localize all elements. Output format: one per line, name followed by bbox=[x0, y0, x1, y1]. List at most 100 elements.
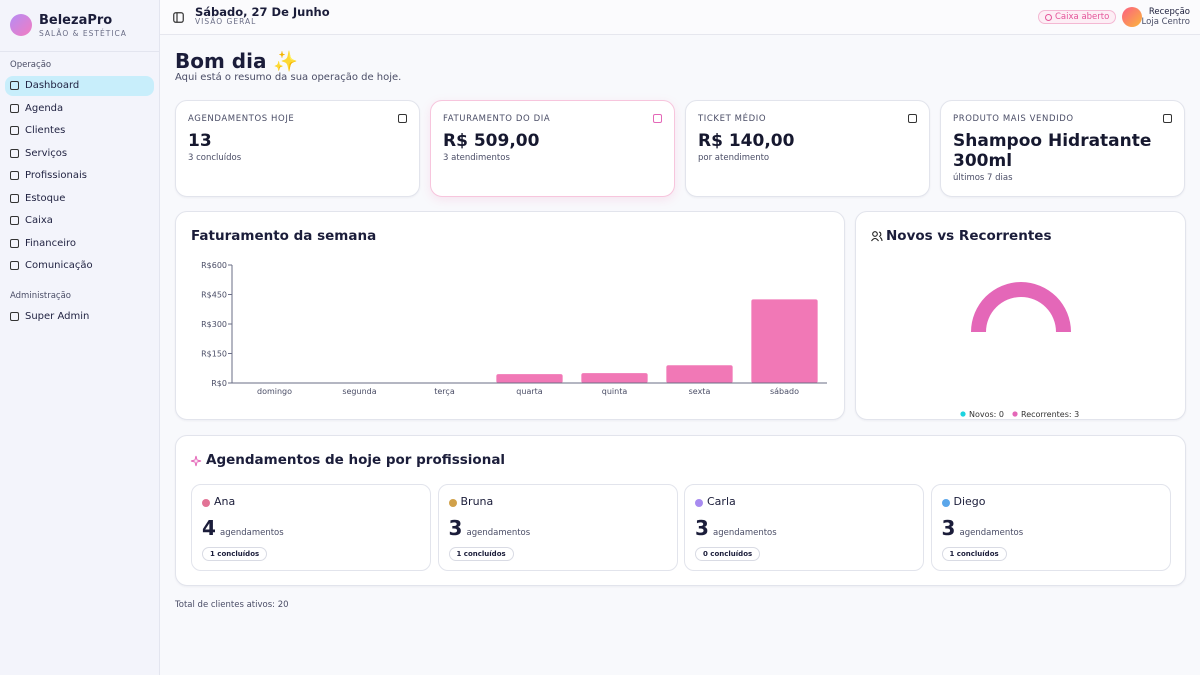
pie-chart-card: Novos vs Recorrentes Novos: 0 Recorrentes… bbox=[855, 211, 1186, 420]
logo bbox=[10, 14, 32, 36]
legend-swatch bbox=[960, 411, 966, 417]
professional-card: Carla 3 agendamentos 0 concluídos bbox=[684, 484, 924, 571]
nav-icon bbox=[10, 311, 19, 321]
appointment-count: 3 bbox=[448, 516, 463, 540]
count-unit: agendamentos bbox=[466, 528, 531, 538]
stat-value: 13 bbox=[188, 131, 212, 151]
stat-value: R$ 509,00 bbox=[443, 131, 540, 151]
done-badge: 1 concluídos bbox=[941, 547, 1007, 561]
status-icon bbox=[1045, 14, 1052, 21]
nav-icon bbox=[10, 171, 19, 180]
bar bbox=[496, 374, 563, 383]
x-tick-label: quinta bbox=[602, 387, 628, 396]
bar bbox=[666, 365, 733, 383]
professional-name: Ana bbox=[214, 495, 236, 508]
nav-item[interactable]: Clientes bbox=[5, 121, 154, 141]
color-dot bbox=[202, 499, 210, 507]
y-tick-label: R$600 bbox=[201, 261, 227, 270]
avatar[interactable] bbox=[1122, 7, 1142, 27]
legend-swatch bbox=[1012, 411, 1018, 417]
nav-icon bbox=[10, 261, 19, 270]
count-unit: agendamentos bbox=[959, 528, 1024, 538]
stat-sub: 3 atendimentos bbox=[443, 153, 510, 163]
stat-label: FATURAMENTO DO DIA bbox=[443, 114, 551, 124]
stat-sub: últimos 7 dias bbox=[953, 173, 1013, 183]
color-dot bbox=[695, 499, 703, 507]
greeting-subtitle: Aqui está o resumo da sua operação de ho… bbox=[175, 72, 402, 83]
done-badge: 1 concluídos bbox=[202, 547, 268, 561]
y-tick-label: R$450 bbox=[201, 291, 227, 300]
section-title: Operação bbox=[10, 60, 52, 70]
bar-chart: R$0 R$150 R$300 R$450 R$600 domingo segunda ter… bbox=[201, 261, 827, 396]
pie-chart: Novos: 0 Recorrentes: 3 bbox=[960, 282, 1079, 419]
count-unit: agendamentos bbox=[220, 528, 284, 538]
professional-name: Bruna bbox=[460, 495, 494, 508]
stat-icon bbox=[1163, 114, 1172, 123]
nav-label: Profissionais bbox=[25, 170, 87, 181]
stat-sub: por atendimento bbox=[698, 153, 770, 163]
nav-item[interactable]: Agenda bbox=[5, 99, 154, 119]
nav-icon bbox=[10, 126, 19, 135]
nav-label: Dashboard bbox=[25, 80, 80, 91]
professional-card: Diego 3 agendamentos 1 concluídos bbox=[930, 484, 1171, 571]
x-tick-label: domingo bbox=[257, 387, 292, 396]
y-tick-label: R$0 bbox=[211, 379, 227, 388]
stat-card: TICKET MÉDIO R$ 140,00 por atendimento bbox=[685, 100, 930, 197]
nav-icon bbox=[10, 81, 19, 90]
appointment-count: 4 bbox=[202, 516, 216, 540]
nav-icon bbox=[10, 193, 19, 203]
nav-item[interactable]: Financeiro bbox=[5, 234, 154, 254]
user-store: Loja Centro bbox=[1141, 17, 1190, 27]
nav-item[interactable]: Profissionais bbox=[5, 166, 154, 186]
stat-card: AGENDAMENTOS HOJE 13 3 concluídos bbox=[175, 100, 420, 197]
count-unit: agendamentos bbox=[713, 528, 777, 538]
subtitle: VISÃO GERAL bbox=[195, 17, 257, 26]
appointment-count: 3 bbox=[695, 516, 709, 540]
sidebar: BelezaPro SALÃO & ESTÉTICA Operação Dashb… bbox=[0, 0, 160, 675]
stat-icon bbox=[908, 114, 917, 123]
appointment-count: 3 bbox=[941, 516, 956, 540]
stat-label: PRODUTO MAIS VENDIDO bbox=[953, 114, 1074, 124]
nav-icon bbox=[10, 103, 19, 113]
professional-card: Ana 4 agendamentos 1 concluídos bbox=[191, 484, 431, 571]
nav-label: Super Admin bbox=[25, 310, 90, 322]
legend-label: Novos: 0 bbox=[969, 410, 1004, 419]
nav-label: Caixa bbox=[25, 215, 53, 226]
greeting-title: Bom dia ✨ bbox=[175, 49, 299, 73]
stat-sub: 3 concluídos bbox=[188, 153, 242, 163]
stat-card: PRODUTO MAIS VENDIDO Shampoo Hidratante 3… bbox=[940, 100, 1185, 197]
nav-item[interactable]: Caixa bbox=[5, 211, 154, 231]
professionals-card: Agendamentos de hoje por profissional An… bbox=[175, 435, 1186, 586]
brand: BelezaPro bbox=[39, 13, 113, 28]
nav-item[interactable]: Comunicação bbox=[5, 256, 154, 276]
professional-name: Diego bbox=[953, 495, 986, 508]
y-tick-label: R$150 bbox=[201, 350, 227, 359]
sidebar-toggle[interactable] bbox=[173, 12, 184, 23]
nav-label: Financeiro bbox=[25, 237, 77, 249]
stat-value: R$ 140,00 bbox=[698, 131, 795, 151]
x-tick-label: quarta bbox=[516, 387, 542, 396]
stat-icon bbox=[398, 114, 407, 123]
bar bbox=[581, 373, 648, 383]
section-title: Agendamentos de hoje por profissional bbox=[206, 452, 506, 468]
footer-note: Total de clientes ativos: 20 bbox=[175, 600, 289, 610]
nav-label: Comunicação bbox=[25, 260, 93, 271]
stat-value: Shampoo Hidratante 300ml bbox=[953, 131, 1152, 171]
section-title: Administração bbox=[10, 290, 71, 301]
nav-item[interactable]: Dashboard bbox=[5, 76, 154, 96]
nav-icon bbox=[10, 216, 19, 225]
pie-slice bbox=[971, 282, 1071, 332]
nav-item[interactable]: Estoque bbox=[5, 189, 154, 209]
status-text: Caixa aberto bbox=[1055, 12, 1110, 22]
nav-label: Serviços bbox=[25, 147, 68, 159]
bar bbox=[751, 299, 818, 383]
nav-label: Clientes bbox=[25, 125, 66, 136]
color-dot bbox=[448, 499, 457, 507]
divider bbox=[0, 51, 159, 52]
nav-item[interactable]: Super Admin bbox=[5, 307, 154, 327]
date: Sábado, 27 De Junho bbox=[195, 5, 330, 19]
stat-label: TICKET MÉDIO bbox=[698, 114, 767, 124]
nav-item[interactable]: Serviços bbox=[5, 144, 154, 164]
